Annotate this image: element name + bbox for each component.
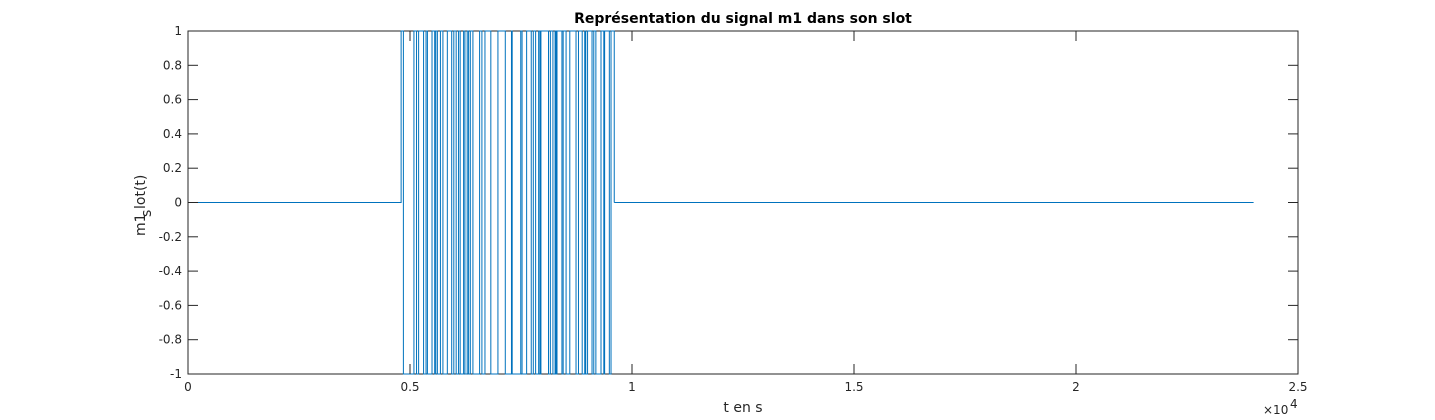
x-exponent-prefix: ×10 [1263, 403, 1288, 417]
y-tick-label: -1 [170, 367, 182, 381]
chart-title: Représentation du signal m1 dans son slo… [574, 11, 912, 27]
y-axis-label: m1 s lot(t) [133, 175, 155, 236]
x-tick-label: 2.5 [1288, 380, 1307, 394]
y-axis-label-main: m1 [133, 213, 149, 236]
y-axis-ticks: 1 0.8 0.6 0.4 0.2 0 -0.2 -0.4 -0.6 -0.8 -1 [159, 24, 1298, 381]
x-tick-label: 1 [628, 380, 636, 394]
y-tick-label: -0.4 [159, 264, 182, 278]
y-axis-label-rest: lot(t) [133, 175, 149, 209]
signal-line [188, 30, 1254, 375]
signal-oscillation-segment [400, 30, 615, 375]
y-tick-label: 1 [174, 24, 182, 38]
y-tick-label: 0.6 [163, 93, 182, 107]
x-axis-exponent: ×10 4 [1263, 397, 1298, 417]
x-axis-ticks: 0 0.5 1 1.5 2 2.5 [184, 31, 1308, 394]
y-tick-label: -0.6 [159, 298, 182, 312]
x-exponent-power: 4 [1290, 397, 1298, 411]
y-tick-label: -0.8 [159, 333, 182, 347]
x-tick-label: 2 [1072, 380, 1080, 394]
x-tick-label: 1.5 [844, 380, 863, 394]
y-tick-label: -0.2 [159, 230, 182, 244]
y-tick-label: 0.8 [163, 58, 182, 72]
x-axis-label: t en s [723, 400, 762, 416]
y-tick-label: 0.2 [163, 161, 182, 175]
y-tick-label: 0 [174, 196, 182, 210]
y-tick-label: 0.4 [163, 127, 182, 141]
y-axis-label-subscript: s [139, 210, 155, 217]
x-tick-label: 0.5 [400, 380, 419, 394]
x-tick-label: 0 [184, 380, 192, 394]
